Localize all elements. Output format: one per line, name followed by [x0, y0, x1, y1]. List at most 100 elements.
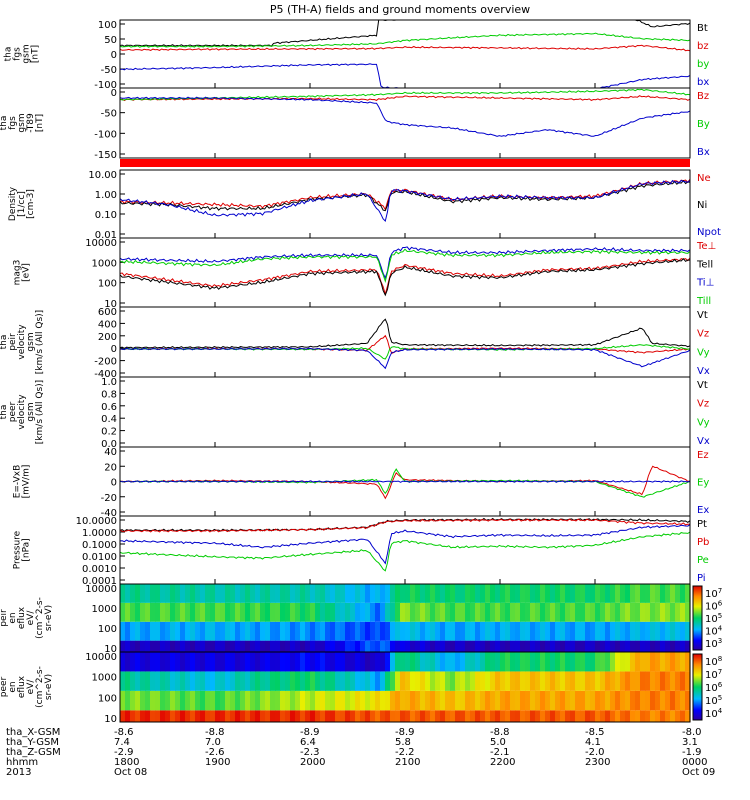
heatmap-cell	[180, 671, 186, 691]
ytick-label: 10	[104, 644, 117, 655]
heatmap-cell	[590, 621, 596, 641]
heatmap-cell	[150, 652, 156, 672]
heatmap-cell	[150, 690, 156, 711]
heatmap-cell	[195, 584, 201, 603]
heatmap-cell	[565, 671, 571, 691]
heatmap-cell	[450, 652, 456, 672]
heatmap-cell	[395, 640, 401, 652]
heatmap-cell	[355, 710, 361, 722]
heatmap-cell	[130, 602, 136, 622]
series-line-bz	[119, 44, 691, 52]
heatmap-cell	[120, 690, 126, 711]
heatmap-cell	[325, 710, 331, 722]
legend-vy: Vy	[697, 417, 710, 428]
ytick-label: 100	[98, 20, 117, 31]
heatmap-cell	[485, 640, 491, 652]
heatmap-cell	[390, 710, 396, 722]
heatmap-cell	[280, 640, 286, 652]
heatmap-cell	[300, 710, 306, 722]
heatmap-cell	[150, 640, 156, 652]
heatmap-cell	[605, 584, 611, 603]
heatmap-cell	[550, 602, 556, 622]
heatmap-cell	[385, 640, 391, 652]
colorbar-label: 105	[705, 612, 722, 625]
heatmap-cell	[255, 584, 261, 603]
heatmap-cell	[205, 690, 211, 711]
heatmap-cell	[385, 621, 391, 641]
heatmap-cell	[265, 710, 271, 722]
heatmap-cell	[185, 621, 191, 641]
heatmap-cell	[310, 652, 316, 672]
heatmap-cell	[185, 652, 191, 672]
heatmap-cell	[215, 652, 221, 672]
heatmap-cell	[530, 710, 536, 722]
heatmap-cell	[550, 621, 556, 641]
heatmap-cell	[535, 584, 541, 603]
heatmap-cell	[240, 621, 246, 641]
ephem-row-label: tha_Z-GSM	[6, 747, 61, 758]
heatmap-cell	[570, 710, 576, 722]
heatmap-cell	[155, 640, 161, 652]
colorbar-label: 104	[705, 625, 723, 638]
heatmap-cell	[280, 710, 286, 722]
colorbar-exponent: 7	[718, 668, 722, 676]
panel-2: thafgsgsm-T89[nT] 0 -50 -100 -150 Bz By Bx	[0, 87, 710, 161]
panel-7-ylabel: E=-VxB[mV/m]	[13, 465, 32, 499]
heatmap-cell	[250, 621, 256, 641]
ylabel-line: -T89	[26, 113, 36, 133]
heatmap-cell	[395, 710, 401, 722]
heatmap-cell	[390, 640, 396, 652]
heatmap-cell	[680, 584, 686, 603]
heatmap-cell	[585, 621, 591, 641]
heatmap-cell	[460, 640, 466, 652]
heatmap-cell	[310, 584, 316, 603]
heatmap-cell	[660, 652, 666, 672]
heatmap-cell	[385, 671, 391, 691]
heatmap-cell	[125, 640, 131, 652]
heatmap-cell	[515, 584, 521, 603]
heatmap-cell	[135, 710, 141, 722]
ytick-label: 100	[98, 624, 117, 635]
heatmap-cell	[325, 652, 331, 672]
heatmap-cell	[130, 710, 136, 722]
heatmap-cell	[510, 690, 516, 711]
heatmap-cell	[605, 690, 611, 711]
heatmap-cell	[455, 602, 461, 622]
heatmap-cell	[330, 621, 336, 641]
heatmap-cell	[190, 652, 196, 672]
heatmap-cell	[290, 584, 296, 603]
heatmap-cell	[200, 602, 206, 622]
panel-frame	[119, 19, 691, 89]
heatmap-cell	[665, 602, 671, 622]
heatmap-cell	[640, 621, 646, 641]
heatmap-cell	[190, 690, 196, 711]
ylabel-line: en	[8, 681, 18, 692]
heatmap-cell	[610, 652, 616, 672]
heatmap-cell	[290, 652, 296, 672]
heatmap-cell	[265, 602, 271, 622]
heatmap-cell	[355, 602, 361, 622]
heatmap-cell	[125, 602, 131, 622]
ylabel-line: [eV]	[22, 263, 32, 282]
heatmap-cell	[255, 710, 261, 722]
heatmap-cell	[145, 690, 151, 711]
heatmap-cell	[670, 710, 676, 722]
heatmap-cell	[425, 652, 431, 672]
heatmap-cell	[265, 640, 271, 652]
colorbar	[692, 653, 703, 721]
heatmap-cell	[650, 652, 656, 672]
ytick-label: 100	[98, 279, 117, 290]
heatmap-cell	[665, 621, 671, 641]
heatmap-cell	[250, 671, 256, 691]
heatmap-cell	[260, 584, 266, 603]
heatmap-cell	[655, 584, 661, 603]
heatmap-cell	[500, 621, 506, 641]
heatmap-cell	[660, 621, 666, 641]
heatmap-cell	[540, 602, 546, 622]
heatmap-cell	[460, 621, 466, 641]
heatmap-cell	[555, 640, 561, 652]
heatmap-cell	[120, 710, 126, 722]
heatmap-cell	[500, 584, 506, 603]
heatmap-cell	[410, 640, 416, 652]
heatmap-cell	[450, 584, 456, 603]
